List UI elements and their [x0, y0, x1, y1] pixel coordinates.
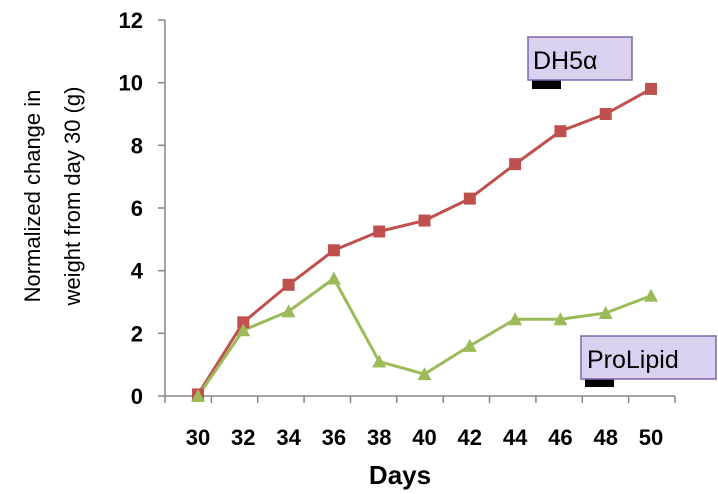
x-tick-label: 38	[367, 425, 391, 450]
data-point-square	[327, 244, 340, 257]
x-tick-label: 44	[503, 425, 528, 450]
x-tick-label: 42	[458, 425, 482, 450]
data-point-square	[373, 225, 386, 238]
x-tick-label: 30	[186, 425, 210, 450]
y-tick-label: 10	[119, 71, 143, 96]
y-ticks: 0 2 4 6 8 10 12	[119, 8, 165, 409]
data-point-square	[418, 214, 431, 227]
data-point-triangle	[508, 312, 523, 326]
data-point-square	[509, 158, 522, 171]
y-tick-label: 4	[131, 259, 144, 284]
y-tick-label: 0	[131, 384, 143, 409]
data-point-triangle	[553, 312, 568, 326]
x-axis-label: Days	[369, 460, 431, 490]
series-label-prolipid: ProLipid	[580, 335, 717, 387]
x-tick-label: 50	[639, 425, 663, 450]
data-point-triangle	[281, 304, 296, 318]
series-label-prolipid-text: ProLipid	[587, 346, 679, 374]
data-point-triangle	[372, 354, 387, 368]
data-point-triangle	[191, 389, 205, 402]
series-markers	[191, 82, 658, 402]
data-point-triangle	[644, 288, 658, 302]
y-tick-label: 6	[131, 196, 143, 221]
y-axis-label-line-2: weight from day 30 (g)	[60, 87, 85, 307]
y-tick-label: 2	[131, 321, 143, 346]
data-point-square	[599, 108, 612, 120]
x-tick-label: 40	[412, 425, 436, 450]
data-point-square	[554, 125, 567, 138]
data-point-square	[237, 316, 250, 329]
y-tick-label: 8	[131, 133, 143, 158]
data-point-triangle	[598, 305, 613, 319]
data-point-triangle	[326, 271, 341, 285]
data-point-triangle	[462, 338, 477, 352]
x-tick-label: 46	[548, 425, 572, 450]
y-tick-label: 12	[119, 8, 143, 33]
data-point-square	[282, 278, 295, 291]
x-tick-label: 34	[276, 425, 301, 450]
y-axis-label-line-1: Normalized change in	[20, 90, 45, 303]
x-tick-label: 32	[231, 425, 255, 450]
series-label-dh5a-text: DH5α	[533, 47, 597, 75]
x-tick-label: 48	[593, 425, 617, 450]
series-label-dh5a: DH5α	[527, 36, 633, 89]
data-point-square	[645, 82, 657, 95]
x-ticks: 30 32 34 36 38 40 42 44 46 48 50	[164, 396, 676, 450]
data-point-triangle	[236, 323, 251, 337]
data-point-triangle	[417, 367, 432, 381]
x-tick-label: 36	[322, 425, 346, 450]
data-point-square	[463, 192, 476, 205]
